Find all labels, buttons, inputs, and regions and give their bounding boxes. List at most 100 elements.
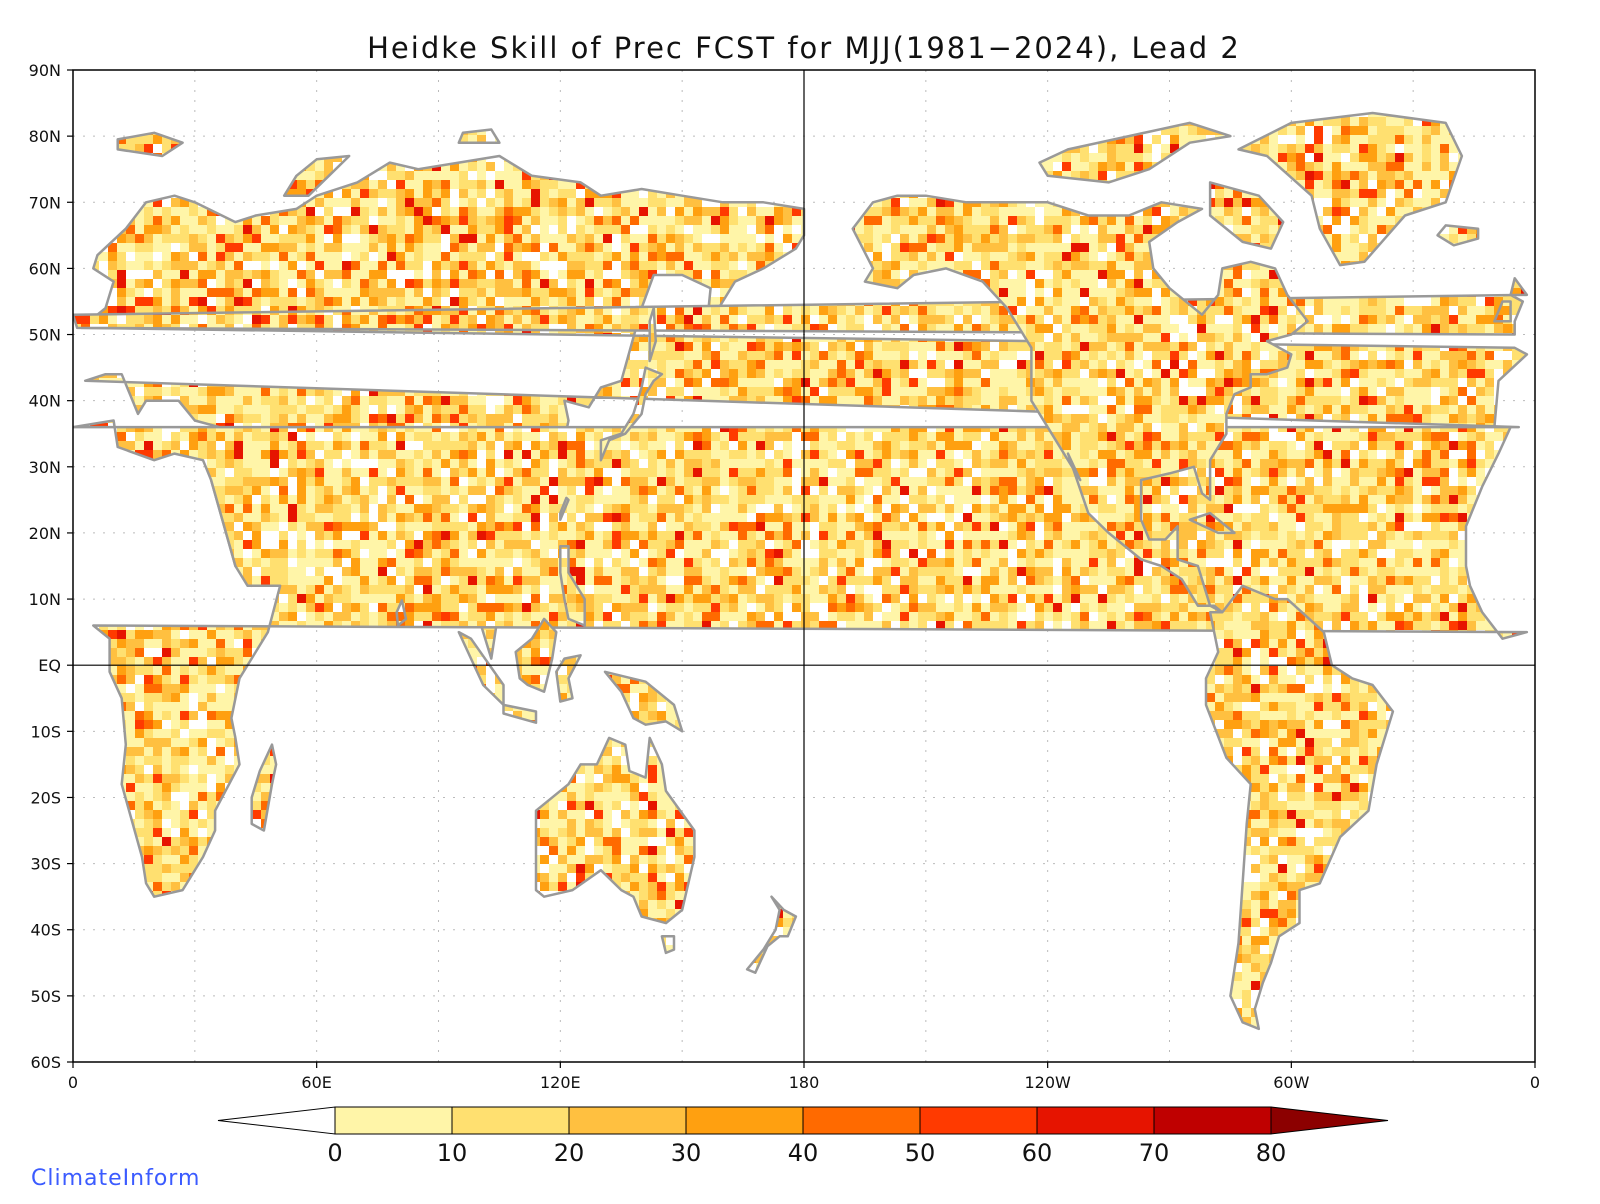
skill-cell: [612, 153, 621, 162]
skill-cell: [99, 441, 108, 450]
skill-cell: [585, 207, 594, 216]
skill-cell: [846, 414, 855, 423]
skill-cell: [792, 414, 801, 423]
skill-cell: [198, 567, 207, 576]
skill-cell: [144, 261, 153, 270]
skill-cell: [252, 189, 261, 198]
skill-cell: [108, 459, 117, 468]
skill-cell: [684, 288, 693, 297]
skill-cell: [126, 207, 135, 216]
skill-cell: [333, 171, 342, 180]
skill-cell: [171, 387, 180, 396]
skill-cell: [144, 180, 153, 189]
skill-cell: [540, 288, 549, 297]
skill-cell: [117, 612, 126, 621]
skill-cell: [252, 279, 261, 288]
skill-cell: [405, 639, 414, 648]
skill-cell: [90, 450, 99, 459]
skill-cell: [432, 360, 441, 369]
skill-cell: [396, 243, 405, 252]
skill-cell: [315, 279, 324, 288]
skill-cell: [837, 369, 846, 378]
skill-cell: [324, 252, 333, 261]
skill-cell: [180, 207, 189, 216]
skill-cell: [423, 180, 432, 189]
skill-cell: [126, 297, 135, 306]
skill-cell: [270, 342, 279, 351]
skill-cell: [702, 378, 711, 387]
skill-cell: [144, 279, 153, 288]
skill-cell: [513, 369, 522, 378]
skill-cell: [459, 297, 468, 306]
skill-cell: [243, 369, 252, 378]
skill-cell: [459, 234, 468, 243]
skill-cell: [387, 198, 396, 207]
skill-cell: [279, 639, 288, 648]
skill-cell: [612, 360, 621, 369]
skill-cell: [801, 414, 810, 423]
skill-cell: [360, 297, 369, 306]
skill-cell: [774, 387, 783, 396]
skill-cell: [693, 288, 702, 297]
skill-cell: [693, 252, 702, 261]
skill-cell: [630, 216, 639, 225]
skill-cell: [126, 171, 135, 180]
skill-cell: [567, 369, 576, 378]
skill-cell: [198, 522, 207, 531]
skill-cell: [288, 396, 297, 405]
skill-cell: [369, 387, 378, 396]
skill-cell: [423, 378, 432, 387]
skill-cell: [576, 630, 585, 639]
skill-cell: [576, 162, 585, 171]
skill-cell: [450, 639, 459, 648]
skill-cell: [729, 270, 738, 279]
skill-cell: [81, 648, 90, 657]
skill-cell: [630, 243, 639, 252]
skill-cell: [378, 180, 387, 189]
skill-cell: [756, 405, 765, 414]
skill-cell: [243, 261, 252, 270]
skill-cell: [387, 648, 396, 657]
skill-cell: [558, 648, 567, 657]
skill-cell: [819, 360, 828, 369]
skill-cell: [702, 351, 711, 360]
skill-cell: [666, 360, 675, 369]
skill-cell: [846, 162, 855, 171]
skill-cell: [504, 405, 513, 414]
skill-cell: [90, 612, 99, 621]
skill-cell: [144, 576, 153, 585]
skill-cell: [585, 252, 594, 261]
skill-cell: [666, 342, 675, 351]
skill-cell: [144, 252, 153, 261]
skill-cell: [405, 225, 414, 234]
skill-cell: [216, 297, 225, 306]
skill-cell: [126, 594, 135, 603]
skill-cell: [531, 351, 540, 360]
skill-cell: [792, 630, 801, 639]
skill-cell: [531, 252, 540, 261]
skill-cell: [738, 360, 747, 369]
skill-cell: [540, 396, 549, 405]
skill-cell: [351, 414, 360, 423]
skill-cell: [342, 342, 351, 351]
skill-cell: [108, 513, 117, 522]
skill-cell: [198, 405, 207, 414]
skill-cell: [531, 207, 540, 216]
skill-cell: [333, 252, 342, 261]
skill-cell: [792, 342, 801, 351]
skill-cell: [234, 585, 243, 594]
skill-cell: [666, 297, 675, 306]
skill-cell: [621, 297, 630, 306]
skill-cell: [585, 198, 594, 207]
skill-cell: [747, 234, 756, 243]
skill-cell: [225, 585, 234, 594]
skill-cell: [297, 639, 306, 648]
skill-cell: [360, 405, 369, 414]
skill-cell: [522, 288, 531, 297]
skill-cell: [504, 360, 513, 369]
skill-cell: [666, 252, 675, 261]
skill-cell: [306, 270, 315, 279]
skill-cell: [99, 189, 108, 198]
skill-cell: [738, 648, 747, 657]
skill-cell: [306, 360, 315, 369]
